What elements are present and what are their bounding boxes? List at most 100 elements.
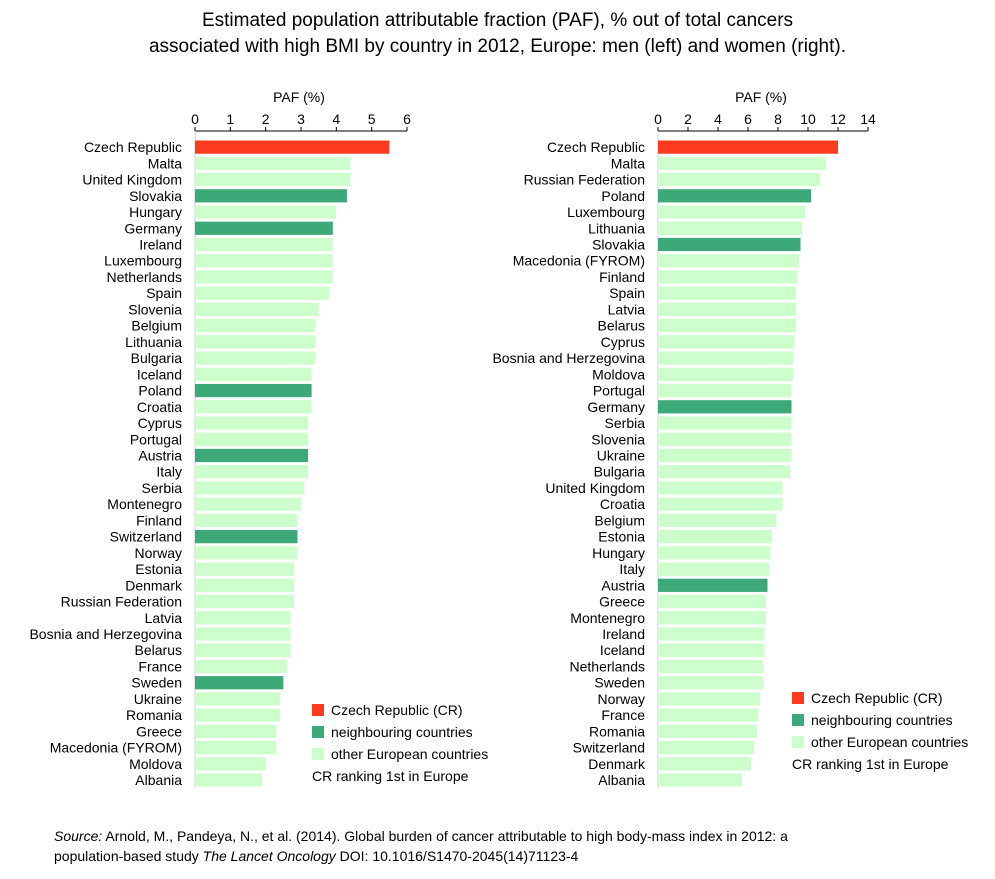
men-bar [195, 416, 309, 430]
men-category-label: Moldova [129, 756, 182, 772]
men-legend-swatch-neighbour [312, 726, 324, 738]
chart-title-line-1: Estimated population attributable fracti… [201, 10, 794, 31]
women-bar [658, 237, 801, 252]
women-x-tick-label: 10 [800, 111, 816, 127]
women-category-label: Montenegro [570, 610, 645, 626]
women-bar [658, 724, 757, 739]
men-chart-panel: PAF (%) 0 1 2 3 4 5 6 Czech RepublicMaltaUnited … [29, 89, 488, 789]
women-category-label: Russian Federation [524, 172, 645, 188]
women-category-label: Slovenia [591, 431, 645, 447]
men-category-label: Macedonia (FYROM) [50, 740, 182, 756]
men-bar [195, 189, 347, 203]
men-category-label: Bulgaria [131, 350, 183, 366]
women-x-tick-label: 8 [774, 111, 782, 127]
women-x-tick-label: 6 [744, 111, 752, 127]
chart-title-line-2: associated with high BMI by country in 2… [148, 36, 846, 57]
women-bar [658, 530, 772, 544]
women-bar [658, 140, 838, 154]
men-bar [195, 562, 294, 576]
men-category-label: Albania [135, 772, 182, 788]
men-bar [195, 172, 351, 187]
men-category-label: Belarus [135, 642, 182, 658]
men-bar [195, 659, 287, 674]
men-bar [195, 546, 298, 560]
women-category-label: Serbia [605, 415, 646, 431]
women-category-label: Croatia [600, 496, 645, 512]
women-category-label: Greece [599, 594, 645, 610]
women-category-label: Luxembourg [567, 204, 645, 220]
women-bar [658, 189, 811, 203]
men-category-label: Poland [138, 383, 182, 399]
men-category-label: Iceland [137, 366, 182, 382]
women-legend-swatch-other [792, 736, 804, 748]
women-category-label: Cyprus [601, 334, 645, 350]
women-x-tick-label: 2 [684, 111, 692, 127]
women-category-label: Poland [601, 188, 645, 204]
men-category-label: Switzerland [110, 529, 182, 545]
men-category-label: Slovenia [128, 301, 182, 317]
women-bar [658, 708, 759, 722]
women-x-tick-label: 4 [714, 111, 722, 127]
women-bar [658, 383, 792, 398]
men-bar [195, 757, 266, 771]
women-category-label: Bosnia and Herzegovina [492, 350, 645, 366]
men-bar [195, 643, 291, 657]
men-category-label: Sweden [131, 675, 182, 691]
men-bar [195, 335, 316, 349]
men-legend: Czech Republic (CR) neighbouring countrie… [312, 702, 488, 784]
men-bar [195, 319, 316, 333]
women-bar [658, 400, 792, 414]
men-bar [195, 383, 312, 398]
men-legend-swatch-cr [312, 704, 324, 716]
men-category-label: Greece [136, 723, 182, 739]
source-text-2b: DOI: 10.1016/S1470-2045(14)71123-4 [335, 848, 579, 864]
women-legend: Czech Republic (CR) neighbouring countrie… [792, 690, 968, 772]
women-category-label: Portugal [593, 383, 645, 399]
men-bar [195, 594, 294, 609]
men-category-label: France [138, 658, 182, 674]
men-bar [195, 205, 337, 219]
men-category-label: Italy [156, 464, 182, 480]
source-citation: Source: Arnold, M., Pandeya, N., et al. … [54, 826, 788, 866]
men-x-tick-label: 4 [332, 111, 340, 127]
women-legend-swatch-neighbour [792, 714, 804, 726]
men-category-label: Germany [124, 220, 182, 236]
men-bar [195, 156, 351, 170]
women-bar [658, 676, 763, 690]
men-x-tick-label: 1 [226, 111, 234, 127]
men-category-label: Norway [135, 545, 182, 561]
women-bar [658, 319, 796, 333]
men-bar [195, 708, 280, 722]
women-category-label: Lithuania [588, 220, 645, 236]
women-bar [658, 659, 763, 674]
men-bar [195, 286, 330, 300]
men-bar [195, 481, 305, 495]
women-category-label: Denmark [588, 756, 646, 772]
women-category-label: Albania [598, 772, 645, 788]
women-bar [658, 172, 820, 187]
men-bar [195, 140, 390, 154]
women-bar [658, 757, 751, 771]
source-label: Source: [54, 828, 103, 844]
men-bar [195, 497, 301, 511]
men-legend-label-other: other European countries [331, 746, 488, 762]
men-bar [195, 627, 291, 641]
men-category-label: Malta [148, 155, 182, 171]
women-category-label: Macedonia (FYROM) [513, 253, 645, 269]
women-category-label: Estonia [598, 529, 645, 545]
women-legend-swatch-cr [792, 692, 804, 704]
men-category-label: Ireland [139, 236, 182, 252]
women-legend-note: CR ranking 1st in Europe [792, 756, 949, 772]
women-bar [658, 156, 826, 170]
women-bar [658, 692, 760, 706]
men-bar [195, 692, 280, 706]
women-category-label: Switzerland [573, 740, 645, 756]
men-category-label: Austria [138, 447, 182, 463]
men-legend-label-neighbour: neighbouring countries [331, 724, 473, 740]
men-legend-label-cr: Czech Republic (CR) [331, 702, 462, 718]
women-bar [658, 221, 802, 235]
men-category-label: Portugal [130, 431, 182, 447]
men-bar [195, 302, 319, 317]
women-x-tick-label: 14 [860, 111, 876, 127]
men-category-label: Montenegro [107, 496, 182, 512]
